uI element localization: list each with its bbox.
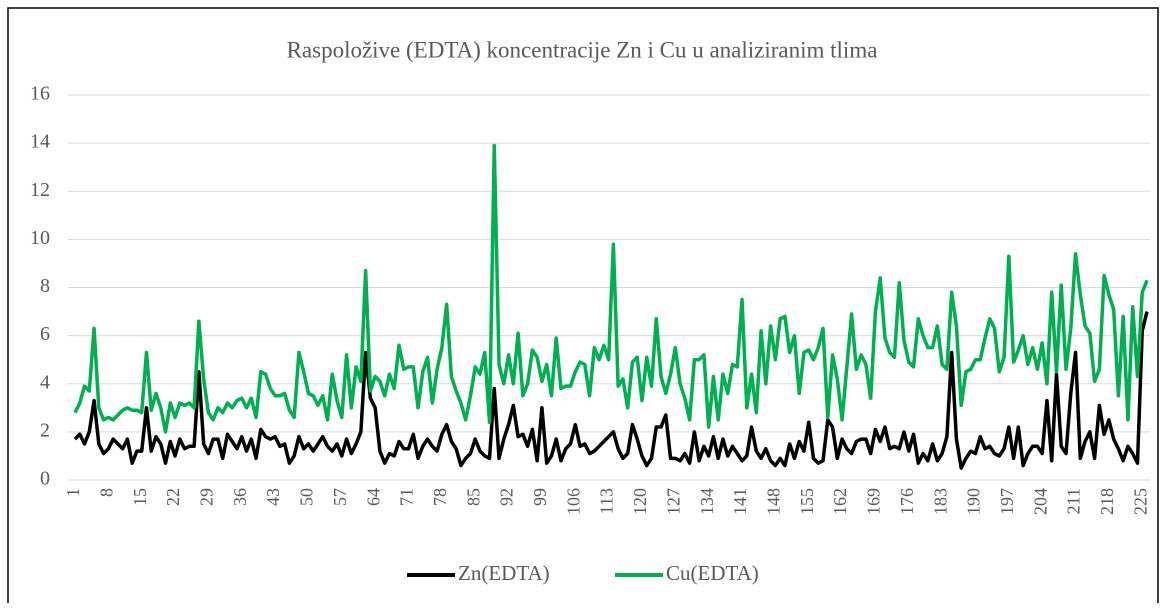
x-tick-label: 106	[563, 488, 583, 515]
y-tick-label: 16	[30, 83, 50, 105]
x-tick-label: 43	[263, 488, 283, 506]
legend-label: Zn(EDTA)	[458, 561, 550, 585]
x-tick-label: 155	[797, 488, 817, 515]
x-tick-label: 29	[197, 488, 217, 506]
chart-border	[7, 7, 1159, 608]
x-tick-label: 211	[1064, 488, 1084, 514]
x-tick-label: 204	[1030, 488, 1050, 515]
x-tick-label: 50	[297, 488, 317, 506]
x-tick-label: 113	[597, 488, 617, 514]
y-tick-label: 6	[40, 323, 50, 345]
x-tick-label: 176	[897, 488, 917, 515]
legend-label: Cu(EDTA)	[666, 561, 759, 585]
x-tick-label: 169	[864, 488, 884, 515]
y-tick-label: 14	[30, 131, 50, 153]
x-tick-label: 183	[930, 488, 950, 515]
x-tick-label: 22	[163, 488, 183, 506]
x-tick-label: 99	[530, 488, 550, 506]
x-tick-label: 225	[1130, 488, 1150, 515]
y-tick-label: 0	[40, 468, 50, 490]
series-line	[73, 311, 1149, 470]
chart-title: Raspoložive (EDTA) koncentracije Zn i Cu…	[287, 37, 878, 62]
x-tick-label: 148	[763, 488, 783, 515]
x-tick-label: 64	[363, 488, 383, 506]
x-tick-label: 120	[630, 488, 650, 515]
x-tick-label: 71	[397, 488, 417, 506]
x-tick-label: 8	[96, 488, 116, 497]
x-tick-label: 190	[964, 488, 984, 515]
x-tick-label: 218	[1097, 488, 1117, 515]
x-tick-label: 15	[130, 488, 150, 506]
x-tick-label: 197	[997, 488, 1017, 515]
y-tick-label: 8	[40, 275, 50, 297]
x-tick-label: 1	[63, 488, 83, 497]
x-tick-label: 127	[663, 488, 683, 515]
y-tick-label: 2	[40, 419, 50, 441]
y-tick-label: 4	[40, 371, 50, 393]
y-tick-label: 10	[30, 227, 50, 249]
x-tick-label: 57	[330, 488, 350, 506]
x-tick-label: 92	[497, 488, 517, 506]
x-tick-label: 85	[463, 488, 483, 506]
x-tick-label: 78	[430, 488, 450, 506]
series-line	[73, 143, 1149, 434]
x-tick-label: 134	[697, 488, 717, 515]
x-tick-label: 162	[830, 488, 850, 515]
x-tick-label: 36	[230, 488, 250, 506]
y-tick-label: 12	[30, 179, 50, 201]
x-tick-label: 141	[730, 488, 750, 515]
